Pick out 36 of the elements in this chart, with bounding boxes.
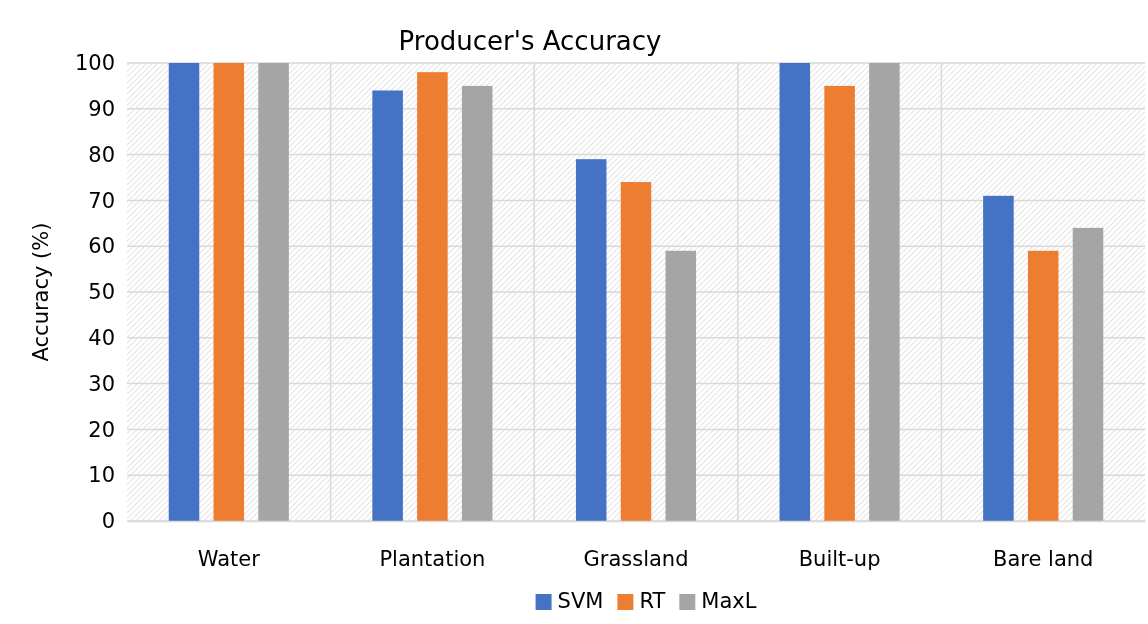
y-tick-label: 0	[101, 509, 115, 534]
x-tick-label: Built-up	[798, 546, 881, 571]
x-tick-label: Grassland	[583, 546, 689, 571]
y-tick-label: 40	[88, 326, 115, 351]
y-tick-label: 10	[88, 463, 115, 488]
bar	[1072, 227, 1104, 521]
bar	[461, 85, 493, 521]
bar	[620, 182, 652, 521]
bar	[824, 85, 855, 521]
bar	[372, 90, 403, 521]
y-tick-label: 100	[74, 51, 115, 76]
y-tick-label: 70	[88, 188, 115, 213]
bar	[213, 63, 245, 521]
bar	[869, 63, 900, 521]
y-tick-label: 80	[88, 142, 115, 167]
x-tick-label: Bare land	[993, 546, 1094, 571]
y-axis-title: Accuracy (%)	[29, 222, 53, 362]
y-tick-label: 50	[88, 280, 115, 305]
y-tick-label: 20	[88, 417, 115, 442]
x-tick-label: Water	[197, 546, 261, 571]
bar	[983, 195, 1014, 521]
bar	[575, 159, 607, 521]
y-tick-label: 90	[88, 97, 115, 122]
bar	[168, 63, 200, 521]
bar	[258, 63, 289, 521]
legend-label: SVM	[557, 589, 604, 613]
x-tick-label: Plantation	[379, 546, 486, 571]
bar	[417, 72, 448, 521]
chart-title: Producer's Accuracy	[398, 26, 662, 56]
bar	[779, 63, 811, 521]
legend-label: MaxL	[701, 589, 757, 613]
bar	[665, 250, 697, 521]
y-tick-label: 30	[88, 371, 115, 396]
legend-label: RT	[639, 589, 666, 613]
y-tick-label: 60	[88, 234, 115, 259]
bar	[1027, 250, 1059, 521]
